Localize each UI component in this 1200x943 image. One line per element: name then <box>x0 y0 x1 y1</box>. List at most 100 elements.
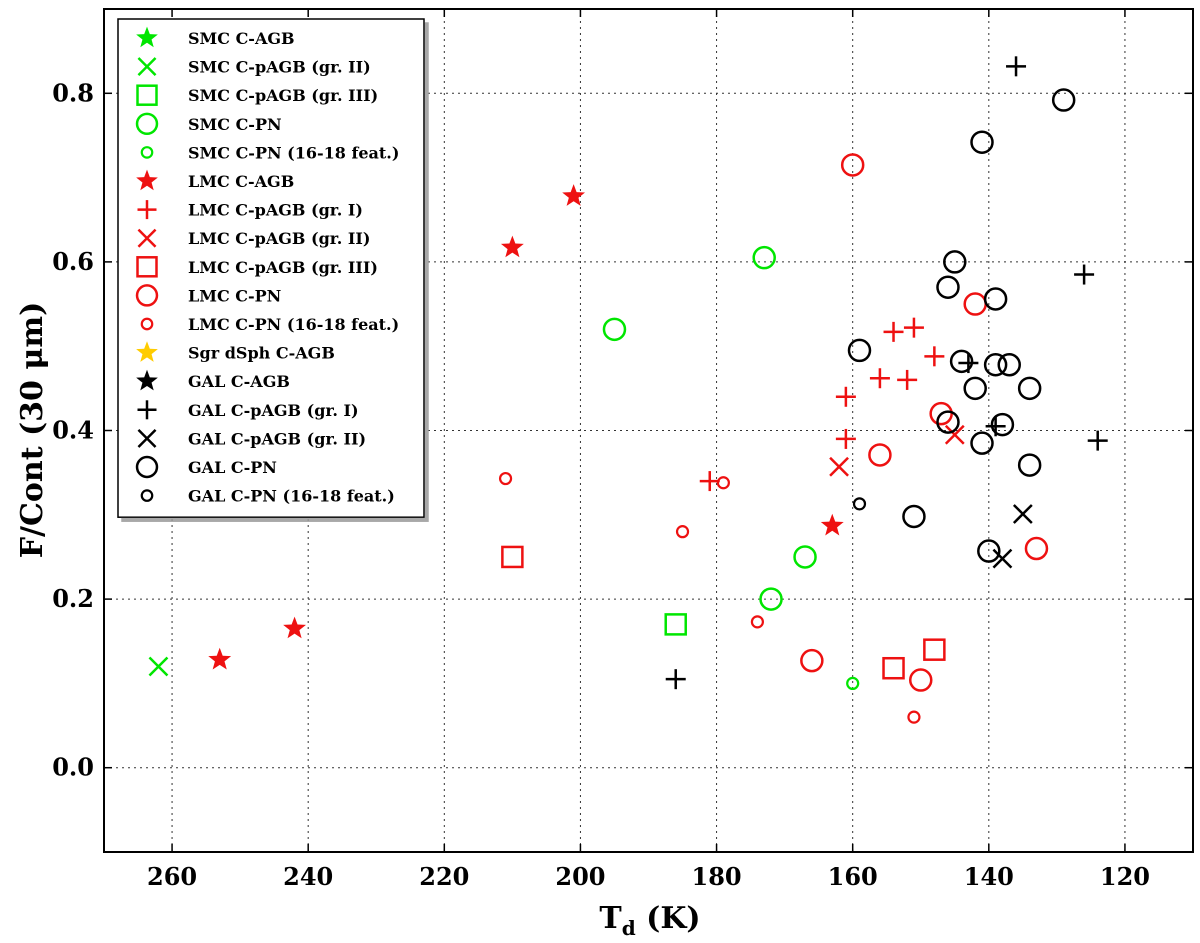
legend-label: LMC C-pAGB (gr. II) <box>188 229 370 248</box>
legend: SMC C-AGB SMC C-pAGB (gr. II) SMC C-pAGB (… <box>117 18 425 518</box>
x-tick-label: 120 <box>1100 862 1150 891</box>
x-tick-label: 180 <box>692 862 742 891</box>
legend-label: LMC C-pAGB (gr. I) <box>188 201 363 220</box>
data-point-lmc-c-pagb-gr-i <box>924 346 945 367</box>
data-point-lmc-c-pagb-gr-iii <box>923 638 946 661</box>
legend-item-smc-c-pn: SMC C-PN <box>135 112 282 136</box>
data-point-gal-c-pn <box>990 412 1015 437</box>
legend-label: GAL C-pAGB (gr. II) <box>188 429 366 448</box>
data-point-gal-c-pn <box>847 338 872 363</box>
legend-label: GAL C-AGB <box>188 372 290 391</box>
y-tick-label: 0.6 <box>52 247 94 276</box>
legend-label: Sgr dSph C-AGB <box>188 344 335 363</box>
legend-item-lmc-c-pagb-gr-ii: LMC C-pAGB (gr. II) <box>137 228 370 248</box>
x-tick-label: 220 <box>419 862 469 891</box>
series-lmc-c-pn-16-18-feat <box>498 471 921 724</box>
data-point-lmc-c-pn <box>800 648 824 673</box>
legend-item-gal-c-pagb-gr-i: GAL C-pAGB (gr. I) <box>137 400 359 420</box>
legend-label: SMC C-PN <box>188 115 282 134</box>
legend-marker <box>136 256 158 278</box>
data-point-gal-c-pn <box>963 376 987 401</box>
data-point-lmc-c-agb <box>562 184 586 206</box>
legend-marker <box>140 489 154 502</box>
data-point-lmc-c-pagb-gr-iii <box>501 545 524 569</box>
legend-marker <box>136 169 158 191</box>
data-point-lmc-c-pagb-gr-i <box>903 317 924 338</box>
legend-item-smc-c-pagb-gr-ii: SMC C-pAGB (gr. II) <box>137 57 371 77</box>
data-point-gal-c-pn <box>1051 88 1076 112</box>
legend-item-smc-c-agb: SMC C-AGB <box>136 26 295 48</box>
legend-box <box>117 18 425 518</box>
legend-label: GAL C-PN <box>188 458 277 477</box>
data-point-gal-c-pn <box>936 410 960 434</box>
data-point-smc-c-pn <box>602 317 627 342</box>
data-point-lmc-c-pagb-gr-i <box>883 321 904 342</box>
legend-item-lmc-c-pn: LMC C-PN <box>135 284 281 307</box>
data-point-gal-c-pagb-gr-ii <box>1012 504 1033 524</box>
data-point-lmc-c-agb <box>208 647 232 670</box>
legend-item-smc-c-pagb-gr-iii: SMC C-pAGB (gr. III) <box>136 84 378 106</box>
legend-marker <box>136 341 158 362</box>
legend-label: SMC C-pAGB (gr. II) <box>188 58 371 77</box>
legend-marker <box>136 84 158 106</box>
data-point-smc-c-pagb-gr-ii <box>148 656 169 677</box>
data-point-gal-c-pagb-gr-i <box>1006 56 1027 77</box>
data-point-gal-c-pn <box>970 431 994 455</box>
data-points <box>148 56 1108 724</box>
data-point-lmc-c-pn <box>840 153 865 177</box>
legend-marker <box>135 284 159 307</box>
series-gal-c-pagb-gr-i <box>665 56 1108 690</box>
legend-item-gal-c-pn: GAL C-PN <box>135 455 277 479</box>
legend-marker <box>135 112 159 136</box>
y-tick-label: 0.4 <box>52 416 94 445</box>
legend-marker <box>137 428 157 448</box>
data-point-gal-c-pn <box>936 275 960 299</box>
data-point-lmc-c-pn <box>868 443 892 467</box>
data-point-lmc-c-pagb-gr-i <box>699 471 720 492</box>
legend-item-smc-c-pn-16-18-feat: SMC C-PN (16-18 feat.) <box>140 143 399 162</box>
data-point-lmc-c-pagb-gr-i <box>897 369 918 390</box>
y-tick-label: 0.8 <box>52 78 94 107</box>
data-point-lmc-c-pagb-gr-iii <box>882 656 905 680</box>
legend-item-lmc-c-pagb-gr-i: LMC C-pAGB (gr. I) <box>137 200 363 220</box>
data-point-gal-c-pagb-gr-i <box>665 669 686 690</box>
x-axis-label: Td (K) <box>599 901 700 940</box>
data-point-lmc-c-pn <box>929 401 953 426</box>
data-point-gal-c-pn <box>983 287 1008 311</box>
legend-item-lmc-c-agb: LMC C-AGB <box>136 169 294 191</box>
series-smc-c-pagb-gr-iii <box>664 613 687 636</box>
legend-marker <box>137 200 157 220</box>
data-point-gal-c-pagb-gr-i <box>1074 264 1095 285</box>
data-point-lmc-c-pn-16-18-feat <box>907 710 921 724</box>
legend-item-sgr-dsph-c-agb: Sgr dSph C-AGB <box>136 341 335 363</box>
data-point-lmc-c-pn-16-18-feat <box>750 615 765 629</box>
series-gal-c-pn <box>847 88 1076 563</box>
legend-item-lmc-c-pagb-gr-iii: LMC C-pAGB (gr. III) <box>136 256 378 278</box>
data-point-smc-c-pagb-gr-iii <box>664 613 687 636</box>
legend-label: GAL C-pAGB (gr. I) <box>188 401 359 420</box>
legend-label: LMC C-PN (16-18 feat.) <box>188 315 399 334</box>
data-point-gal-c-pagb-gr-ii <box>992 548 1013 569</box>
legend-marker <box>137 57 157 77</box>
legend-item-gal-c-agb: GAL C-AGB <box>136 369 290 391</box>
data-point-lmc-c-agb <box>500 235 524 258</box>
data-point-lmc-c-pagb-gr-i <box>869 368 890 389</box>
y-tick-label: 0.0 <box>52 753 94 782</box>
data-point-gal-c-pagb-gr-i <box>1087 430 1108 451</box>
data-point-lmc-c-pn <box>1024 536 1049 561</box>
data-point-lmc-c-pagb-gr-ii <box>829 456 849 477</box>
data-point-gal-c-pn <box>1017 376 1042 401</box>
legend-marker <box>136 369 158 391</box>
series-lmc-c-pagb-gr-iii <box>501 545 946 680</box>
series-lmc-c-pagb-gr-i <box>699 317 945 492</box>
x-axis-label-symbol: T <box>599 901 622 936</box>
data-point-gal-c-pn <box>1017 453 1042 477</box>
data-point-gal-c-pn <box>983 352 1008 377</box>
series-gal-c-pagb-gr-ii <box>992 504 1033 569</box>
data-point-lmc-c-pn <box>909 668 933 692</box>
legend-marker <box>140 317 154 331</box>
x-tick-label: 160 <box>828 862 878 891</box>
axis-ticks: 260 240 220 200 180 160 140 120 0.0 0.2 0.4 0.6 0.8 <box>52 9 1193 891</box>
legend-marker <box>135 455 159 479</box>
